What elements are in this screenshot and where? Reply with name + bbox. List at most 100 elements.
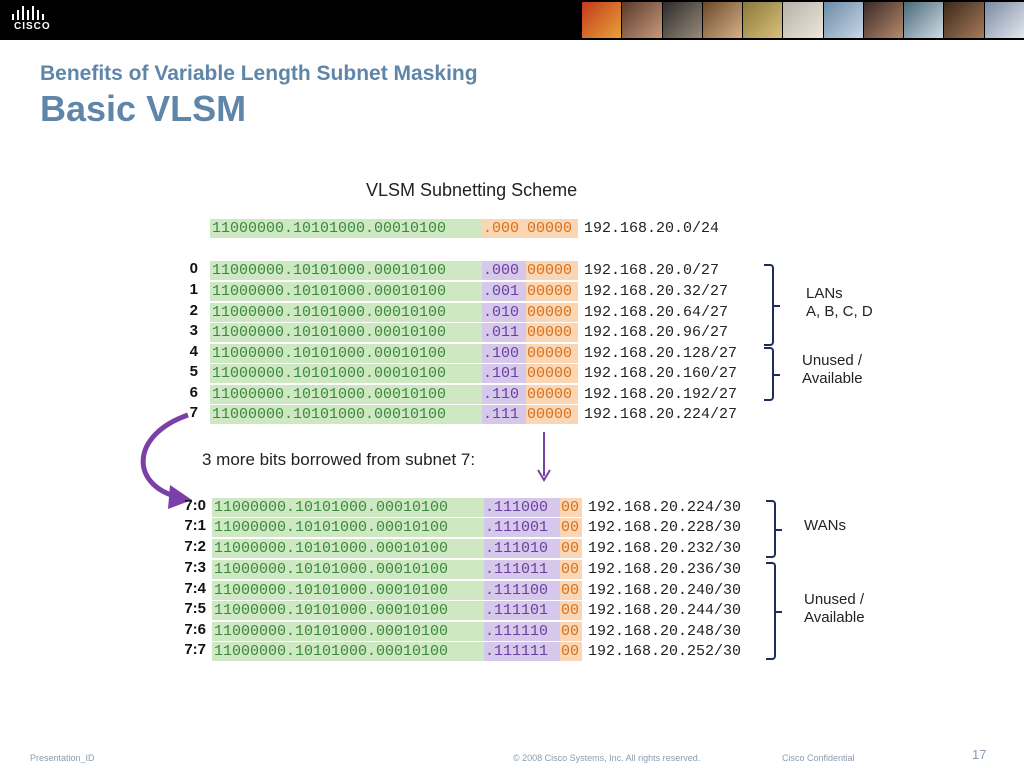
photo-image bbox=[783, 2, 823, 38]
logo-text: CISCO bbox=[14, 21, 51, 32]
address: 192.168.20.96/27 bbox=[584, 323, 729, 341]
table-row: 11000000.10101000.00010100 .101 00000 19… bbox=[210, 363, 737, 383]
address: 192.168.20.236/30 bbox=[588, 560, 742, 578]
diagram-title: VLSM Subnetting Scheme bbox=[366, 180, 578, 200]
photo-strip bbox=[582, 2, 1024, 38]
address: 192.168.20.232/30 bbox=[588, 539, 742, 557]
table-row: 11000000.10101000.00010100 .111011 00 19… bbox=[212, 559, 741, 579]
presentation-id: Presentation_ID bbox=[30, 753, 95, 763]
table-row: 11000000.10101000.00010100 .010 00000 19… bbox=[210, 302, 728, 322]
network-bits: 11000000.10101000.00010100 bbox=[210, 343, 482, 363]
wans-bracket bbox=[766, 500, 782, 558]
table-row: 11000000.10101000.00010100 .000 00000 19… bbox=[210, 260, 719, 280]
photo-image bbox=[823, 2, 863, 38]
address: 192.168.20.0/27 bbox=[584, 261, 720, 279]
address: 192.168.20.224/30 bbox=[588, 498, 742, 516]
subnet-bits: .111001 bbox=[484, 517, 560, 537]
page-number: 17 bbox=[972, 747, 987, 762]
lans-bracket bbox=[764, 264, 780, 346]
subnet-bits: .111010 bbox=[484, 538, 560, 558]
photo-image bbox=[863, 2, 904, 38]
host-bits: 00 bbox=[560, 600, 582, 620]
wan-unused-label: Unused / Available bbox=[804, 591, 865, 626]
network-bits: 11000000.10101000.00010100 bbox=[210, 322, 482, 342]
host-bits: 00 bbox=[560, 641, 582, 661]
network-bits: 11000000.10101000.00010100 bbox=[212, 517, 484, 537]
address: 192.168.20.128/27 bbox=[584, 344, 738, 362]
address: 192.168.20.192/27 bbox=[584, 385, 738, 403]
address: 192.168.20.0/24 bbox=[584, 219, 720, 237]
row-index: 7:2 bbox=[184, 538, 206, 555]
wan-unused-bracket bbox=[766, 562, 782, 660]
wans-label: WANs bbox=[804, 517, 846, 534]
confidential-label: Cisco Confidential bbox=[782, 753, 855, 763]
row-index: 6 bbox=[189, 384, 198, 401]
address: 192.168.20.228/30 bbox=[588, 518, 742, 536]
row-index: 7:0 bbox=[184, 497, 206, 514]
table-row: 11000000.10101000.00010100 .111010 00 19… bbox=[212, 538, 741, 558]
network-bits: 11000000.10101000.00010100 bbox=[210, 281, 482, 301]
network-bits: 11000000.10101000.00010100 bbox=[210, 363, 482, 383]
network-bits: 11000000.10101000.00010100 bbox=[210, 384, 482, 404]
network-bits: 11000000.10101000.00010100 bbox=[212, 580, 484, 600]
borrow-caption: 3 more bits borrowed from subnet 7: bbox=[202, 450, 476, 469]
network-bits: 11000000.10101000.00010100 bbox=[212, 641, 484, 661]
subnet-bits: .100 bbox=[482, 343, 526, 363]
subnet-bits: .000 bbox=[482, 260, 526, 280]
subnet-bits: .101 bbox=[482, 363, 526, 383]
host-bits: 00 bbox=[560, 580, 582, 600]
subnet-bits: .111110 bbox=[484, 621, 560, 641]
cisco-logo: CISCO bbox=[10, 4, 70, 36]
photo-image bbox=[702, 2, 743, 38]
base-row: 11000000.10101000.00010100 .000 00000 19… bbox=[210, 218, 719, 238]
network-bits: 11000000.10101000.00010100 bbox=[210, 302, 482, 322]
table-row: 11000000.10101000.00010100 .001 00000 19… bbox=[210, 281, 728, 301]
row-index: 2 bbox=[189, 302, 198, 319]
host-bits: 00000 bbox=[526, 363, 578, 383]
host-bits: 00 bbox=[560, 497, 582, 517]
host-bits: 00000 bbox=[526, 260, 578, 280]
header-band: CISCO bbox=[0, 0, 1024, 40]
subnet-bits: .110 bbox=[482, 384, 526, 404]
address: 192.168.20.64/27 bbox=[584, 303, 729, 321]
table-row: 11000000.10101000.00010100 .110 00000 19… bbox=[210, 384, 737, 404]
network-bits: 11000000.10101000.00010100 bbox=[212, 621, 484, 641]
address: 192.168.20.240/30 bbox=[588, 581, 742, 599]
copyright: © 2008 Cisco Systems, Inc. All rights re… bbox=[513, 753, 701, 763]
subnet-bits: .111011 bbox=[484, 559, 560, 579]
host-bits: 00000 bbox=[526, 218, 578, 238]
address: 192.168.20.160/27 bbox=[584, 364, 738, 382]
row-index: 7 bbox=[189, 404, 198, 421]
row-index: 7:4 bbox=[184, 580, 206, 597]
host-bits: 00 bbox=[560, 538, 582, 558]
table-row: 11000000.10101000.00010100 .111110 00 19… bbox=[212, 621, 741, 641]
subnet-bits: .111000 bbox=[484, 497, 560, 517]
host-bits: 00 bbox=[560, 559, 582, 579]
row-index: 4 bbox=[189, 343, 198, 360]
photo-image bbox=[743, 2, 783, 38]
host-bits: 00000 bbox=[526, 343, 578, 363]
host-bits: 00 bbox=[560, 621, 582, 641]
table-row: 11000000.10101000.00010100 .111 00000 19… bbox=[210, 404, 737, 424]
subnet-bits: .011 bbox=[482, 322, 526, 342]
unused-bracket bbox=[764, 347, 780, 401]
row-index: 7:3 bbox=[184, 559, 206, 576]
network-bits: 11000000.10101000.00010100 bbox=[210, 218, 482, 238]
row-index: 7:1 bbox=[184, 517, 206, 534]
subnet-bits: .111 bbox=[482, 404, 526, 424]
photo-image bbox=[944, 2, 984, 38]
address: 192.168.20.252/30 bbox=[588, 642, 742, 660]
address: 192.168.20.32/27 bbox=[584, 282, 729, 300]
lans-label: LANs A, B, C, D bbox=[806, 285, 873, 320]
address: 192.168.20.224/27 bbox=[584, 405, 738, 423]
network-bits: 11000000.10101000.00010100 bbox=[212, 600, 484, 620]
row-index: 1 bbox=[189, 281, 198, 298]
host-bits: 00000 bbox=[526, 302, 578, 322]
subnet-bits: .111100 bbox=[484, 580, 560, 600]
network-bits: 11000000.10101000.00010100 bbox=[210, 404, 482, 424]
photo-image bbox=[622, 2, 662, 38]
subnet-bits: .001 bbox=[482, 281, 526, 301]
row-index: 3 bbox=[189, 322, 198, 339]
host-bits: 00 bbox=[560, 517, 582, 537]
photo-image bbox=[662, 2, 702, 38]
